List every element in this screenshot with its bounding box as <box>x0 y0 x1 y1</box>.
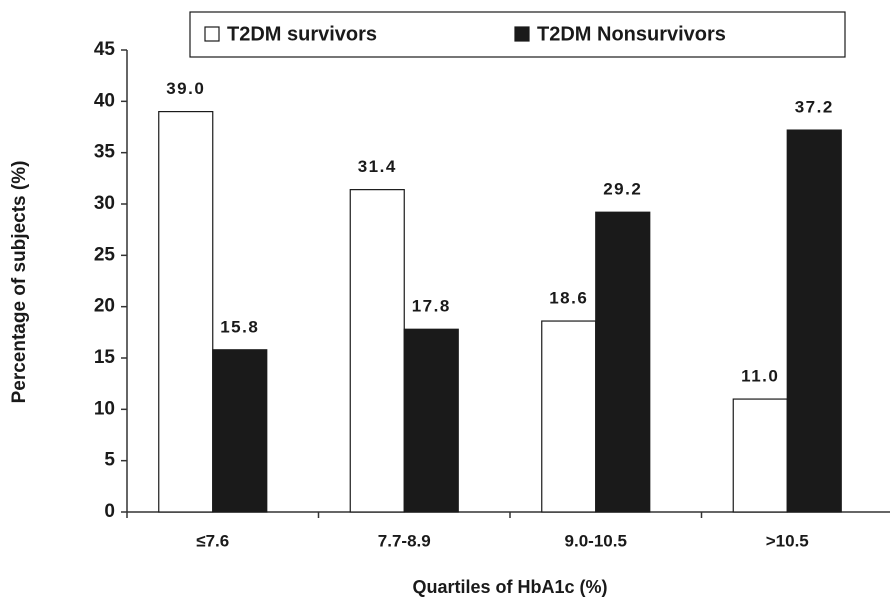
bar <box>786 129 842 513</box>
y-axis-label: Percentage of subjects (%) <box>9 161 30 404</box>
bar <box>541 320 597 513</box>
value-label: 39.0 <box>166 79 205 98</box>
value-label: 31.4 <box>358 157 397 176</box>
legend-swatch <box>514 26 530 42</box>
bar <box>158 110 214 513</box>
legend-swatch <box>204 26 220 42</box>
bar <box>403 328 459 513</box>
x-tick-label: >10.5 <box>766 531 809 550</box>
x-axis-label: Quartiles of HbA1c (%) <box>412 577 607 597</box>
y-tick-label: 5 <box>104 450 115 471</box>
y-tick-label: 15 <box>94 347 116 368</box>
y-tick-label: 20 <box>94 296 115 317</box>
legend-label: T2DM survivors <box>227 23 377 45</box>
value-label: 15.8 <box>220 317 259 336</box>
bar <box>595 211 651 513</box>
value-label: 18.6 <box>549 289 588 308</box>
x-tick-label: 7.7-8.9 <box>378 531 431 550</box>
y-tick-label: 10 <box>94 398 115 419</box>
y-tick-label: 35 <box>94 142 116 163</box>
value-label: 17.8 <box>412 297 451 316</box>
y-tick-label: 45 <box>94 39 116 60</box>
x-tick-label: ≤7.6 <box>196 531 229 550</box>
y-tick-label: 30 <box>94 193 115 214</box>
legend-label: T2DM Nonsurvivors <box>537 23 726 45</box>
x-tick-label: 9.0-10.5 <box>565 531 627 550</box>
y-tick-label: 0 <box>104 501 115 522</box>
bar <box>212 349 268 513</box>
bar <box>732 398 788 513</box>
y-tick-label: 25 <box>94 244 116 265</box>
value-label: 37.2 <box>795 98 834 117</box>
value-label: 29.2 <box>603 180 642 199</box>
value-label: 11.0 <box>741 367 779 386</box>
bar <box>349 189 405 513</box>
y-tick-label: 40 <box>94 90 115 111</box>
